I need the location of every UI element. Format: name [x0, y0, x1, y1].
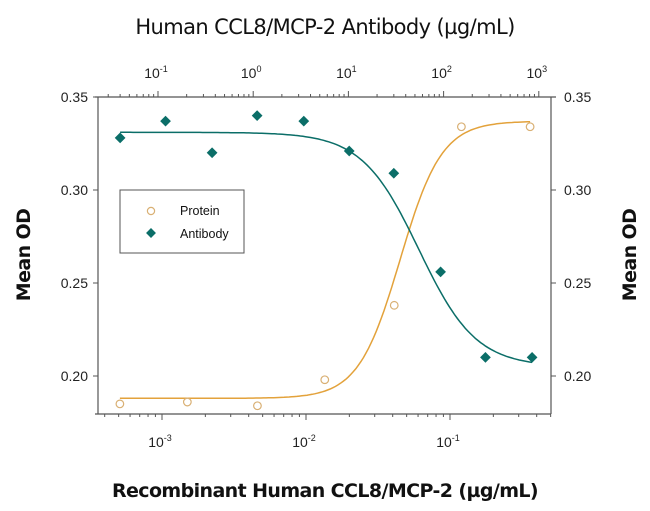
antibody-data-point [114, 132, 126, 144]
y-tick-label-left: 0.25 [61, 275, 88, 291]
antibody-data-point [160, 115, 171, 127]
antibody-data-point [388, 167, 400, 179]
antibody-data-point [435, 266, 446, 278]
protein-data-point [115, 399, 125, 409]
legend-antibody-marker [146, 228, 156, 238]
antibody-data-point [480, 352, 491, 363]
antibody-fit-curve [120, 131, 533, 364]
antibody-data-point [251, 110, 263, 121]
fit-curves [119, 120, 533, 400]
x-top-tick-label: 102 [431, 64, 452, 81]
protein-data-point [320, 375, 330, 385]
x-top-tick-label: 101 [336, 64, 357, 81]
chart-title: Human CCL8/MCP-2 Antibody (µg/mL) [135, 15, 514, 39]
y-tick-label-left: 0.35 [61, 89, 88, 105]
y-tick-label-right: 0.20 [564, 368, 591, 384]
x-top-tick-label: 103 [527, 64, 548, 81]
x-bottom-tick-label: 10-3 [148, 433, 172, 450]
y-tick-label-right: 0.30 [564, 182, 591, 198]
legend: Protein Antibody [119, 189, 245, 254]
legend-antibody-label: Antibody [180, 227, 229, 241]
x-bottom-tick-label: 10-2 [292, 433, 316, 450]
x-bottom-tick-label: 10-1 [436, 433, 460, 450]
antibody-data-point [206, 147, 218, 159]
legend-protein-label: Protein [180, 204, 220, 218]
y-tick-label-left: 0.30 [61, 182, 88, 198]
protein-data-point [182, 397, 192, 407]
protein-data-point [253, 401, 262, 411]
data-points [114, 110, 538, 411]
y-axis-label-left: Mean OD [13, 209, 35, 301]
axes: 0.20 0.20 0.25 0.25 0.30 0.30 0.35 0.35 10-3 10-2… [61, 64, 592, 450]
y-axis-label-right: Mean OD [619, 209, 641, 301]
x-top-tick-label: 100 [241, 64, 262, 81]
protein-fit-curve [119, 120, 531, 400]
legend-protein-marker [146, 206, 156, 216]
y-tick-label-right: 0.35 [564, 89, 591, 105]
y-tick-label-right: 0.25 [564, 275, 591, 291]
antibody-data-point [298, 115, 310, 127]
y-tick-label-left: 0.20 [61, 368, 88, 384]
x-top-tick-label: 10-1 [144, 64, 168, 81]
protein-data-point [457, 122, 466, 132]
x-axis-label: Recombinant Human CCL8/MCP-2 (µg/mL) [112, 480, 538, 502]
antibody-data-point [343, 145, 355, 157]
antibody-data-point [526, 352, 538, 363]
protein-data-point [525, 122, 535, 132]
protein-data-point [389, 300, 399, 310]
legend-box [119, 189, 245, 254]
